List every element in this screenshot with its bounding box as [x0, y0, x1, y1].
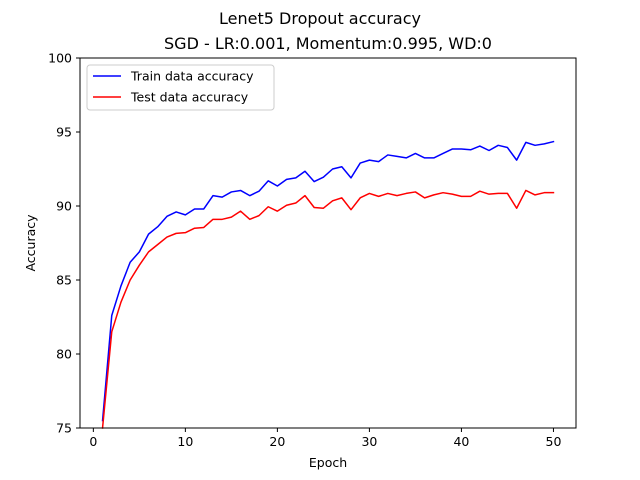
- y-tick-label: 90: [56, 199, 72, 214]
- x-axis-label: Epoch: [309, 455, 347, 470]
- legend-box: [86, 64, 275, 111]
- series-line-1: [101, 189, 555, 429]
- axes-ticks: 0 10 20 30 40 50 75 80 85 90 95 100: [48, 51, 561, 450]
- y-tick-label: 85: [56, 273, 72, 288]
- legend: Train data accuracy Test data accuracy: [86, 64, 275, 111]
- legend-label-test: Test data accuracy: [130, 90, 249, 105]
- x-tick-label: 30: [361, 434, 377, 449]
- series-lines: [101, 140, 555, 429]
- plot-frame: [79, 57, 577, 429]
- x-tick-label: 40: [453, 434, 469, 449]
- y-tick-label: 100: [48, 51, 72, 66]
- series-line-0: [101, 140, 555, 422]
- x-tick-label: 50: [546, 434, 562, 449]
- x-tick-label: 0: [89, 434, 97, 449]
- x-tick-label: 20: [269, 434, 285, 449]
- y-tick-label: 95: [56, 125, 72, 140]
- y-tick-label: 75: [56, 421, 72, 436]
- x-tick-label: 10: [177, 434, 193, 449]
- plot-area: [80, 58, 576, 428]
- y-axis-label: Accuracy: [23, 214, 38, 272]
- y-tick-label: 80: [56, 347, 72, 362]
- legend-label-train: Train data accuracy: [130, 69, 254, 84]
- chart-title: Lenet5 Dropout accuracy: [219, 9, 421, 28]
- chart-subtitle: SGD - LR:0.001, Momentum:0.995, WD:0: [164, 34, 492, 53]
